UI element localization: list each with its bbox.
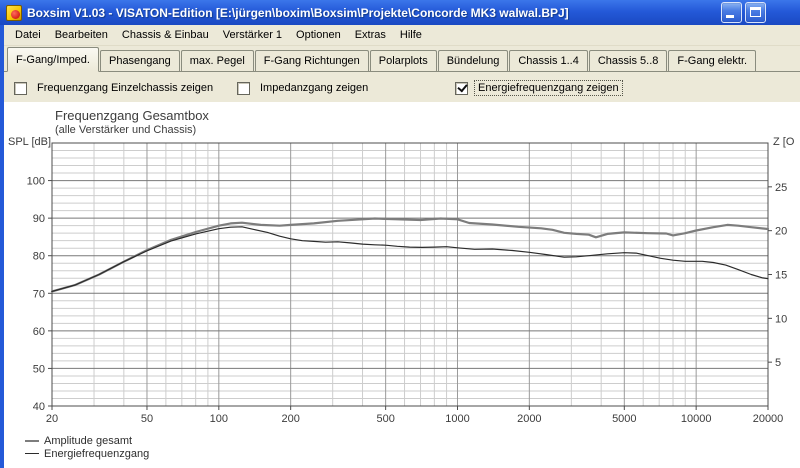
- y-axis-right-tick-label: 10: [775, 313, 787, 325]
- menu-verstaerker-1[interactable]: Verstärker 1: [222, 29, 283, 41]
- y-axis-right-tick-label: 25: [775, 182, 787, 194]
- checkbox-box[interactable]: [455, 81, 468, 95]
- window-title: Boxsim V1.03 - VISATON-Edition [E:\jürge…: [27, 5, 569, 20]
- menu-extras[interactable]: Extras: [354, 29, 386, 41]
- legend-label: Amplitude gesamt: [44, 434, 133, 447]
- maximize-button[interactable]: [745, 2, 766, 23]
- legend-row-energie: Energiefrequenzgang: [25, 447, 149, 460]
- checkbox-box[interactable]: [237, 81, 250, 95]
- x-axis-tick-label: 50: [141, 413, 153, 425]
- tab-chassis-1-4[interactable]: Chassis 1..4: [509, 50, 588, 71]
- checkbox-energiefrequenzgang[interactable]: Energiefrequenzgang zeigen: [455, 80, 623, 96]
- tab-phasengang[interactable]: Phasengang: [99, 50, 180, 71]
- tab-bar: F-Gang/Imped. Phasengang max. Pegel F-Ga…: [4, 46, 800, 72]
- menu-optionen[interactable]: Optionen: [296, 29, 341, 41]
- tab-fgang-imped[interactable]: F-Gang/Imped.: [7, 47, 99, 72]
- checkbox-label[interactable]: Frequenzgang Einzelchassis zeigen: [37, 82, 214, 94]
- menu-hilfe[interactable]: Hilfe: [399, 29, 422, 41]
- tab-chassis-5-8[interactable]: Chassis 5..8: [588, 50, 668, 71]
- y-axis-left-tick-label: 70: [33, 288, 45, 300]
- plot-frame: [51, 142, 769, 407]
- frequency-response-chart: 20 50 100 200 500 1000 2000 5000 10000 20000 40 50 6…: [27, 142, 787, 425]
- checkbox-label[interactable]: Energiefrequenzgang zeigen: [474, 80, 623, 96]
- x-axis-tick-label: 20: [46, 413, 58, 425]
- chart-panel: Frequenzgang Gesamtbox (alle Verstärker …: [4, 102, 800, 468]
- app-icon: [6, 4, 22, 21]
- y-axis-left-tick-label: 60: [33, 326, 45, 338]
- minimize-button[interactable]: [721, 2, 742, 23]
- y-axis-right-tick-label: 15: [775, 270, 787, 282]
- tab-fgang-elektr[interactable]: F-Gang elektr.: [668, 50, 757, 71]
- menu-chassis-einbau[interactable]: Chassis & Einbau: [121, 29, 209, 41]
- tab-buendelung[interactable]: Bündelung: [437, 50, 509, 71]
- menu-bearbeiten[interactable]: Bearbeiten: [54, 29, 108, 41]
- checkbox-frequenzgang-einzelchassis[interactable]: Frequenzgang Einzelchassis zeigen: [14, 80, 217, 96]
- y-axis-left-tick-label: 90: [33, 213, 45, 225]
- tab-polarplots[interactable]: Polarplots: [369, 50, 437, 71]
- tab-max-pegel[interactable]: max. Pegel: [180, 50, 254, 71]
- legend-label: Energiefrequenzgang: [44, 447, 150, 460]
- y-axis-left-tick-label: 50: [33, 363, 45, 375]
- y-axis-right-tick-label: 5: [775, 357, 781, 369]
- x-axis-tick-label: 100: [210, 413, 228, 425]
- maximize-icon: [750, 7, 761, 17]
- x-axis-tick-label: 5000: [612, 413, 636, 425]
- x-axis-tick-label: 20000: [753, 413, 784, 425]
- y-axis-left-label: SPL [dB]: [8, 136, 52, 148]
- tab-fgang-richtungen[interactable]: F-Gang Richtungen: [254, 50, 369, 71]
- x-axis-tick-label: 200: [281, 413, 299, 425]
- amplitude-curve: [50, 217, 770, 293]
- menu-bar: Datei Bearbeiten Chassis & Einbau Verstä…: [4, 25, 800, 46]
- x-axis-tick-label: 500: [376, 413, 394, 425]
- legend-row-amplitude: Amplitude gesamt: [25, 434, 149, 447]
- amplitude-line-swatch: [25, 439, 39, 442]
- minimize-icon: [726, 15, 734, 18]
- y-axis-right-label: Z [O: [773, 136, 795, 148]
- chart-subtitle: (alle Verstärker und Chassis): [55, 124, 197, 136]
- y-axis-left-tick-label: 80: [33, 251, 45, 263]
- checkbox-label[interactable]: Impedanzgang zeigen: [260, 82, 369, 94]
- x-axis-tick-label: 10000: [681, 413, 712, 425]
- chart-title: Frequenzgang Gesamtbox: [55, 108, 209, 123]
- window-border: [0, 25, 4, 468]
- checkbox-box[interactable]: [14, 81, 27, 95]
- energie-curve: [51, 226, 769, 292]
- chart-legend: Amplitude gesamt Energiefrequenzgang: [25, 434, 149, 460]
- title-bar: Boxsim V1.03 - VISATON-Edition [E:\jürge…: [0, 0, 800, 25]
- menu-datei[interactable]: Datei: [15, 29, 41, 41]
- y-axis-left-tick-label: 100: [27, 176, 45, 188]
- x-axis-tick-label: 2000: [517, 413, 541, 425]
- y-axis-right-tick-label: 20: [775, 226, 787, 238]
- checkbox-row: Frequenzgang Einzelchassis zeigen Impeda…: [4, 72, 800, 102]
- y-axis-left-tick-label: 40: [33, 401, 45, 413]
- checkbox-impedanzgang[interactable]: Impedanzgang zeigen: [237, 80, 372, 96]
- energie-line-swatch: [25, 453, 39, 454]
- x-axis-tick-label: 1000: [445, 413, 469, 425]
